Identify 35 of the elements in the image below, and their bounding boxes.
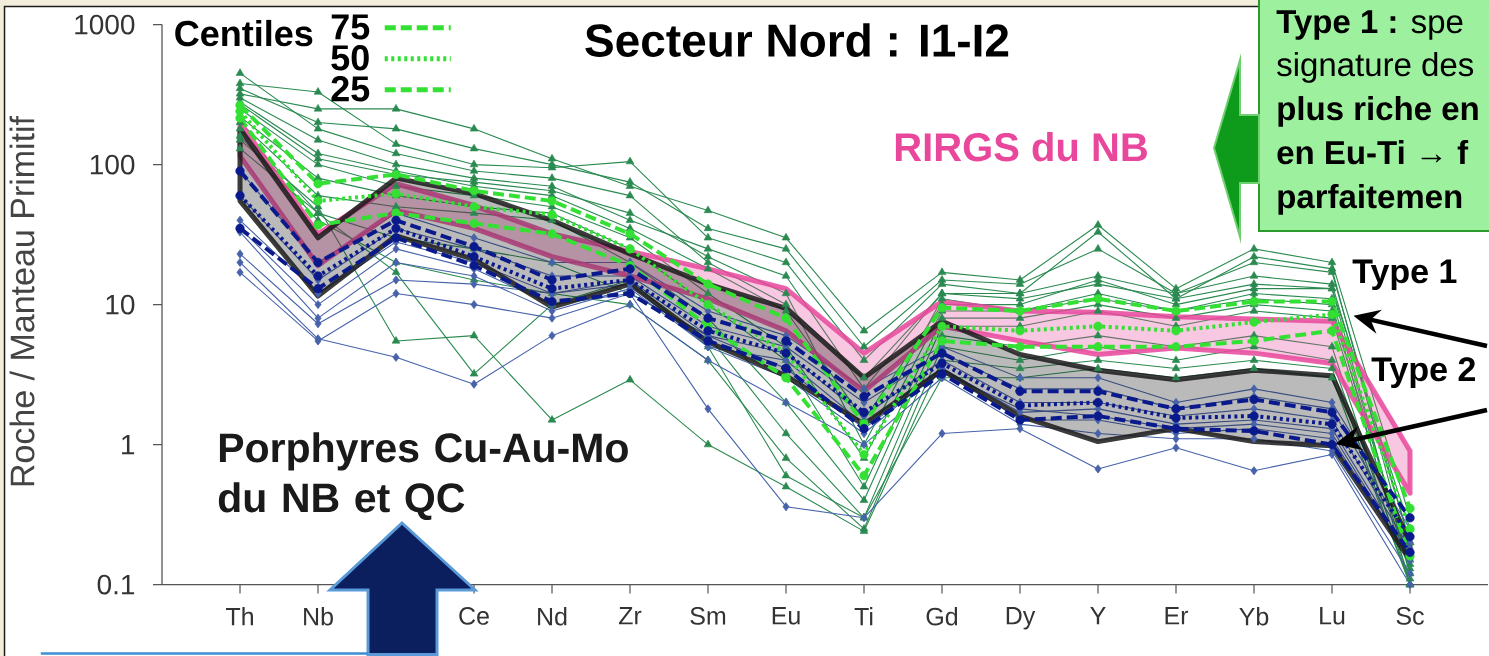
legend-label: 75 bbox=[331, 14, 370, 40]
x-tick-label: Yb bbox=[1239, 607, 1269, 626]
annotation: Type 1 bbox=[1352, 259, 1457, 291]
legend-label: 50 bbox=[331, 45, 369, 71]
y-tick-label: 0.1 bbox=[97, 574, 135, 595]
x-tick-label: Sc bbox=[1396, 607, 1424, 625]
x-tick-label: Th bbox=[225, 607, 253, 626]
x-tick-label: Nd bbox=[538, 607, 567, 626]
legend-label: Porphyres Cu-Au-Mo du NB et QC bbox=[218, 432, 628, 521]
x-tick-label: Ti bbox=[854, 607, 873, 626]
x-tick-label: Zr bbox=[619, 607, 642, 625]
annotation: Type 1 : spe bbox=[1276, 10, 1463, 40]
annotation: en Eu-Ti → f bbox=[1277, 140, 1469, 165]
x-tick-label: Dy bbox=[1006, 607, 1036, 630]
x-tick-label: Y bbox=[1090, 607, 1106, 625]
x-tick-label: Er bbox=[1165, 607, 1189, 625]
x-tick-label: Eu bbox=[772, 607, 800, 625]
x-tick-label: Sm bbox=[690, 607, 726, 625]
annotation: parfaitemen bbox=[1278, 184, 1462, 215]
y-tick-label: 1000 bbox=[75, 14, 135, 35]
x-tick-label: Nb bbox=[304, 607, 333, 626]
x-tick-label: Ce bbox=[459, 607, 489, 625]
y-tick-label: 10 bbox=[106, 294, 135, 315]
x-tick-label: Gd bbox=[926, 607, 958, 626]
chart-title: Secteur Nord : I1-I2 bbox=[585, 23, 1009, 57]
x-tick-label: Lu bbox=[1320, 607, 1345, 625]
annotation: plus riche en bbox=[1278, 96, 1478, 127]
y-tick-label: 100 bbox=[90, 154, 135, 175]
legend-title: Centiles bbox=[175, 19, 313, 47]
legend-label: RIRGS du NB bbox=[895, 132, 1147, 162]
y-tick-label: 1 bbox=[122, 434, 135, 455]
annotation: Type 2 bbox=[1371, 357, 1475, 389]
legend-label: 25 bbox=[331, 76, 370, 102]
annotation: signature des bbox=[1277, 52, 1474, 83]
y-axis-title: Roche / Manteau Primitif bbox=[9, 115, 35, 486]
